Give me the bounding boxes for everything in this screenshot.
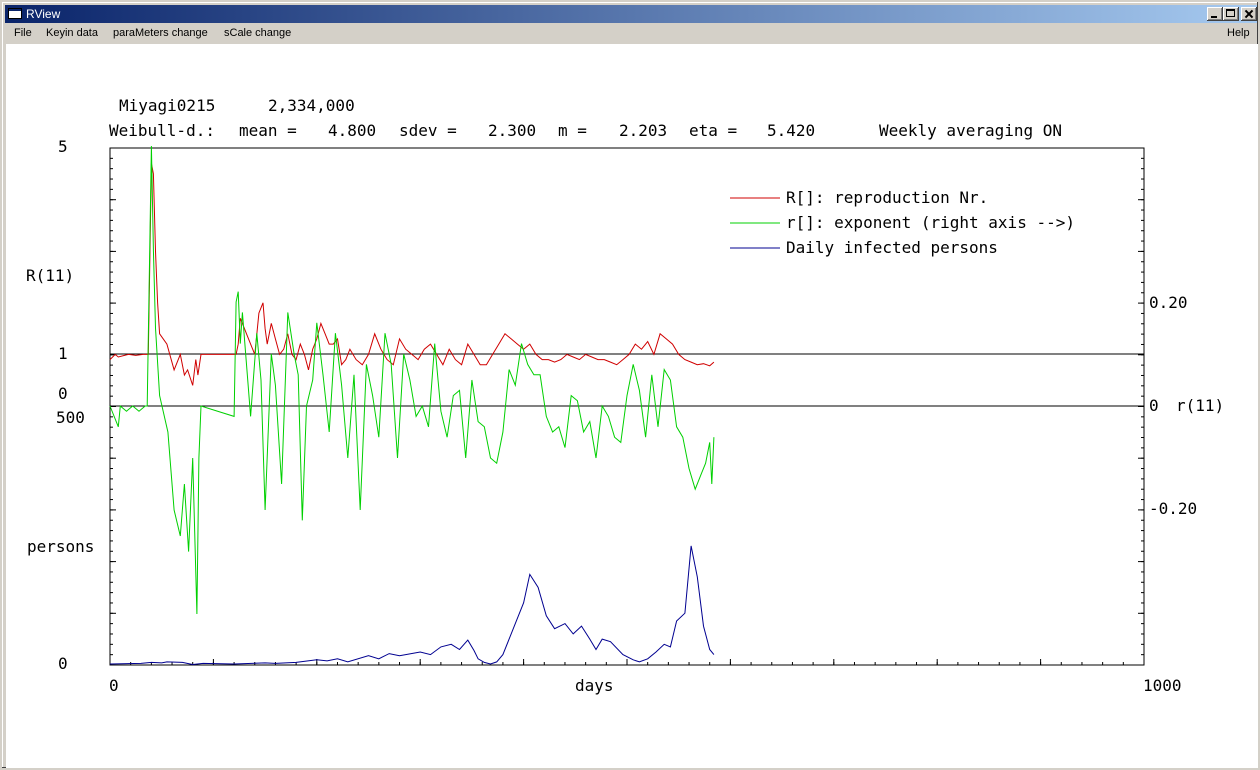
menu-bar: File Keyin data paraMeters change sCale … <box>5 24 1257 43</box>
series-line-r <box>109 163 715 386</box>
menu-keyin-data[interactable]: Keyin data <box>46 27 98 39</box>
m-value: 2.203 <box>619 121 667 140</box>
persons-axis-max-label: 500 <box>56 408 85 427</box>
legend-label-daily: Daily infected persons <box>786 238 998 257</box>
plot-canvas: Miyagi0215 2,334,000 Weibull-d.: mean = … <box>6 44 1258 768</box>
series-layer <box>109 145 715 666</box>
averaging-status: Weekly averaging ON <box>879 121 1062 140</box>
weibull-prefix: Weibull-d.: <box>109 121 215 140</box>
series-line-r <box>109 145 715 615</box>
sdev-value: 2.300 <box>488 121 536 140</box>
r-axis-zero-label: 0 <box>58 384 68 403</box>
menu-scale-change[interactable]: sCale change <box>224 27 292 39</box>
plot-svg: Miyagi0215 2,334,000 Weibull-d.: mean = … <box>26 96 1224 695</box>
menu-file[interactable]: File <box>14 27 32 39</box>
exponent-axis-plus-label: 0.20 <box>1149 293 1188 312</box>
x-axis-title: days <box>575 676 614 695</box>
persons-axis-zero-label: 0 <box>58 654 68 673</box>
exponent-axis-name: r(11) <box>1176 396 1224 415</box>
title-bar[interactable]: RView <box>5 5 1257 23</box>
window-app-icon[interactable] <box>8 8 22 19</box>
x-axis-max-label: 1000 <box>1143 676 1182 695</box>
minimize-button[interactable] <box>1207 7 1223 21</box>
exponent-axis-minus-label: -0.20 <box>1149 499 1197 518</box>
mean-label: mean = <box>239 121 297 140</box>
r-axis-name: R(11) <box>26 266 74 285</box>
eta-value: 5.420 <box>767 121 815 140</box>
chart-legend: R[]: reproduction Nr. r[]: exponent (rig… <box>730 188 1075 257</box>
x-axis-min-label: 0 <box>109 676 119 695</box>
m-label: m = <box>558 121 587 140</box>
menu-parameters-change[interactable]: paraMeters change <box>113 27 208 39</box>
sdev-label: sdev = <box>399 121 457 140</box>
population-value: 2,334,000 <box>268 96 355 115</box>
eta-label: eta = <box>689 121 737 140</box>
persons-axis-name: persons <box>27 537 94 556</box>
close-button[interactable] <box>1241 7 1257 21</box>
exponent-axis-zero-label: 0 <box>1149 396 1159 415</box>
maximize-button[interactable] <box>1223 7 1239 21</box>
r-axis-one-label: 1 <box>58 344 68 363</box>
mean-value: 4.800 <box>328 121 376 140</box>
legend-label-exponent: r[]: exponent (right axis -->) <box>786 213 1075 232</box>
menu-help[interactable]: Help <box>1227 27 1250 39</box>
window-title: RView <box>26 7 61 21</box>
r-axis-max-label: 5 <box>58 137 68 156</box>
legend-label-reproduction: R[]: reproduction Nr. <box>786 188 988 207</box>
series-line-daily <box>109 545 715 666</box>
region-name: Miyagi0215 <box>119 96 215 115</box>
